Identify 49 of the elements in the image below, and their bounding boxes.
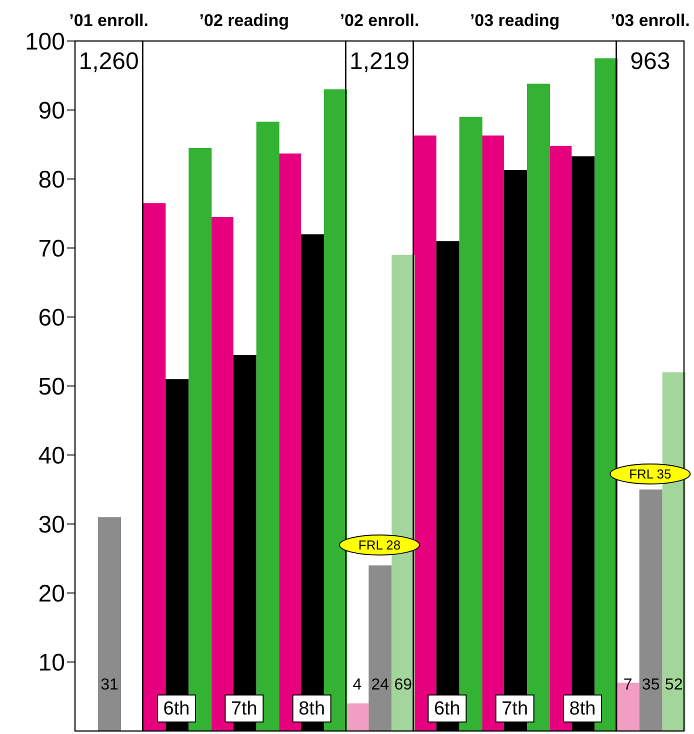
text: ’02 reading — [199, 11, 290, 30]
bar — [278, 153, 301, 731]
data-label: 24 — [371, 676, 390, 694]
bar — [324, 89, 347, 731]
data-label: 31 — [100, 676, 118, 694]
x-tick-label: 6th — [163, 698, 190, 720]
y-tick-label: 30 — [38, 512, 65, 539]
bar — [413, 136, 436, 731]
y-tick-label: 80 — [38, 166, 65, 194]
y-tick-label: 10 — [38, 650, 65, 677]
data-label: 52 — [664, 676, 683, 694]
text: ’03 reading — [470, 11, 560, 30]
data-label: 69 — [394, 676, 412, 694]
bar — [481, 136, 504, 731]
text: ’01 enroll. — [69, 11, 149, 30]
bar — [142, 203, 166, 731]
y-tick-label: 40 — [38, 442, 65, 470]
text: ’03 enroll. — [610, 11, 690, 30]
text: ’02 enroll. — [340, 11, 420, 30]
y-tick-label: 50 — [38, 374, 65, 401]
bar — [527, 84, 550, 731]
bar — [368, 565, 392, 731]
bar — [256, 122, 280, 731]
y-tick-label: 90 — [38, 98, 65, 125]
annotation: FRL 35 — [629, 466, 672, 482]
y-tick-label: 100 — [24, 28, 65, 56]
bar — [459, 116, 482, 731]
data-label: 4 — [352, 676, 362, 694]
y-tick-label: 20 — [38, 580, 65, 608]
bar — [98, 517, 121, 731]
annotation: 1,219 — [349, 48, 410, 75]
annotation: 963 — [630, 48, 670, 75]
x-tick-label: 7th — [502, 698, 528, 720]
y-tick-label: 70 — [38, 236, 65, 263]
x-tick-label: 8th — [298, 698, 326, 720]
x-tick-label: 7th — [230, 698, 258, 720]
bar — [210, 216, 234, 731]
annotation: FRL 28 — [358, 538, 401, 552]
bar — [594, 58, 618, 731]
bar — [346, 703, 369, 731]
bar — [548, 146, 572, 731]
bar — [639, 490, 662, 731]
annotation: 1,260 — [78, 48, 139, 75]
x-tick-label: 8th — [569, 698, 596, 720]
data-label: 35 — [642, 676, 660, 694]
data-label: 7 — [623, 676, 632, 694]
x-tick-label: 6th — [434, 698, 460, 720]
y-tick-label: 60 — [38, 304, 65, 332]
bar — [188, 148, 212, 731]
